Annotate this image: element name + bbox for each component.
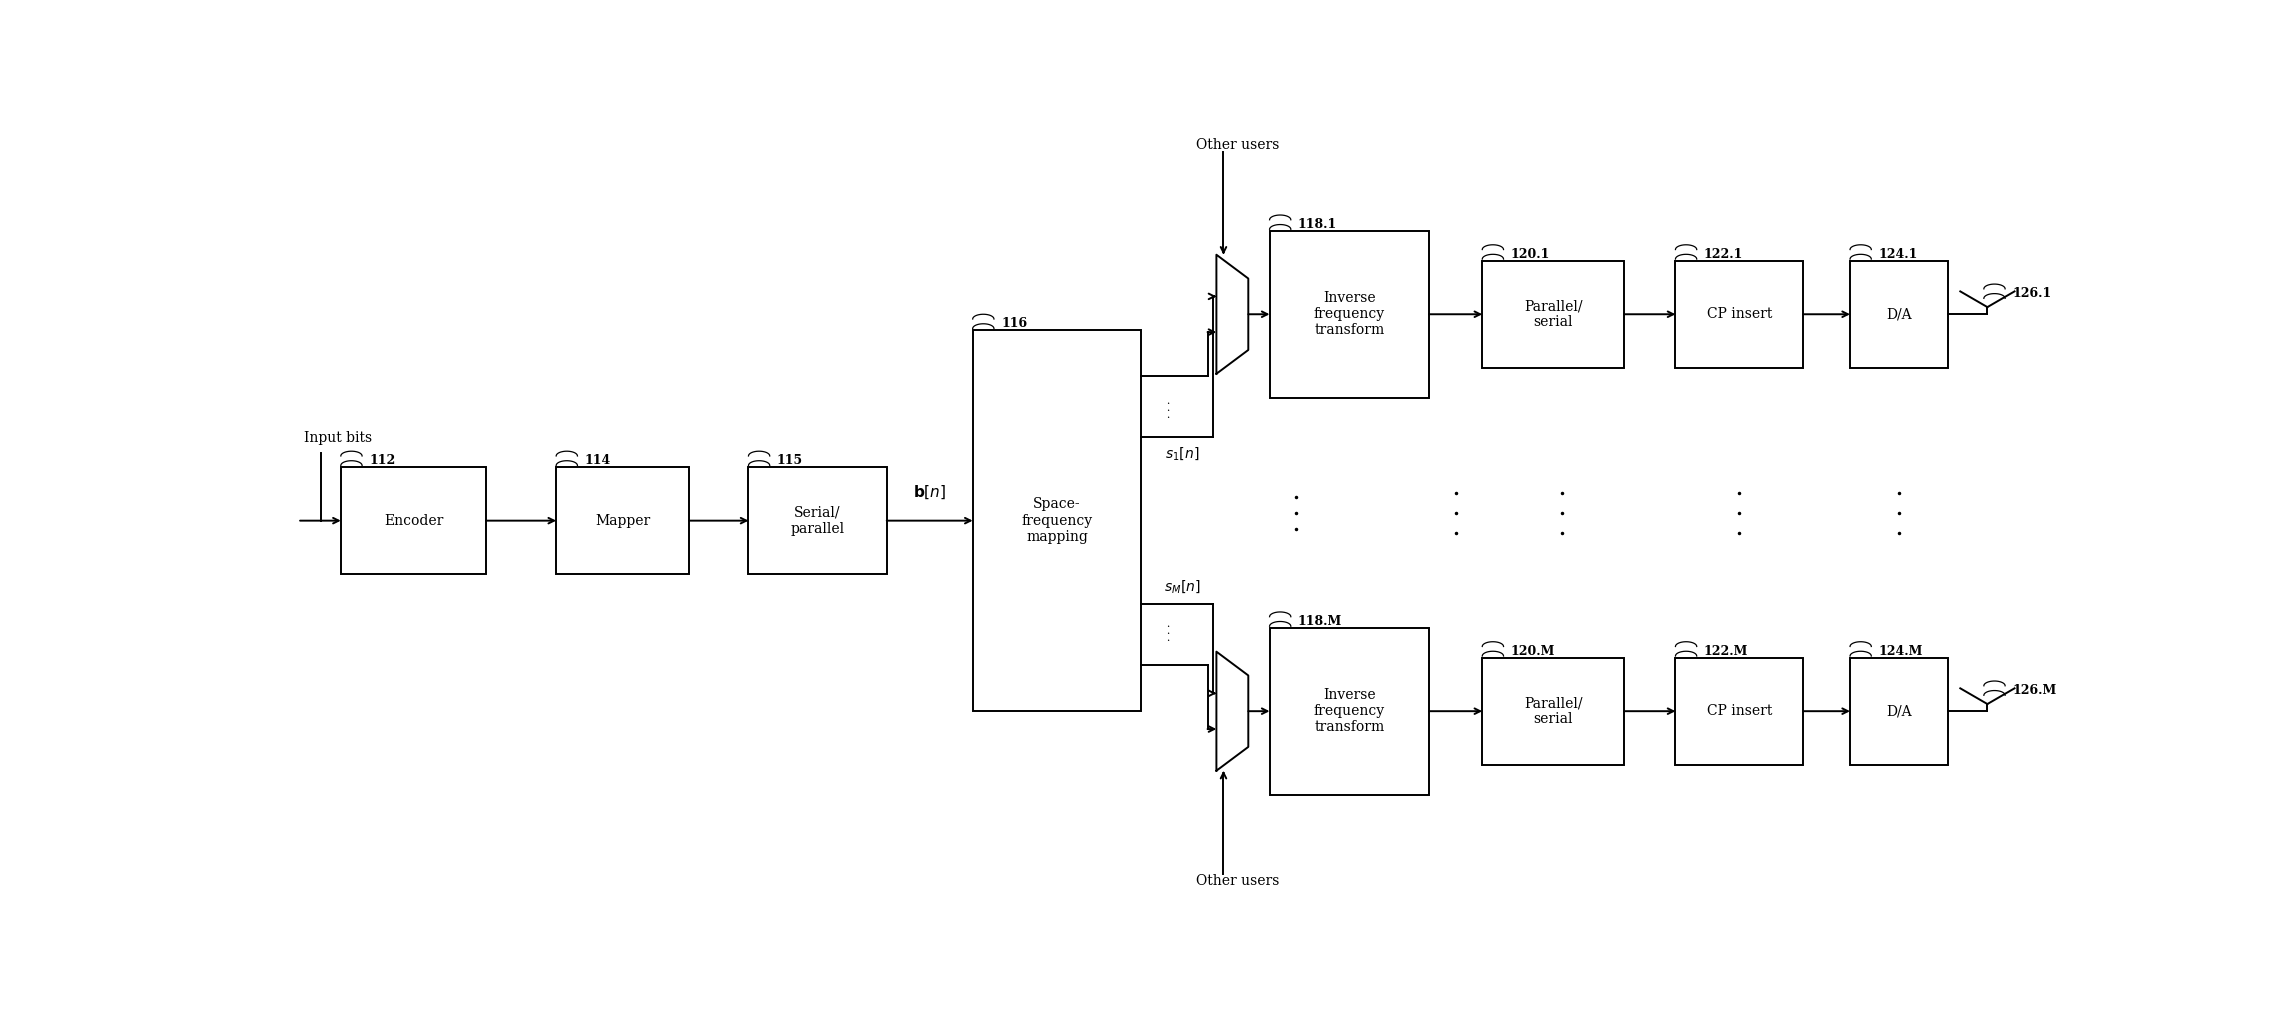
Bar	[1850, 261, 1949, 368]
Text: 118.M: 118.M	[1299, 614, 1342, 628]
Bar	[1482, 658, 1624, 765]
Text: Other users: Other users	[1196, 874, 1278, 888]
Text: 124.M: 124.M	[1878, 644, 1923, 658]
Text: CP insert: CP insert	[1706, 704, 1772, 719]
Text: Mapper: Mapper	[595, 513, 650, 528]
Text: CP insert: CP insert	[1706, 307, 1772, 322]
Bar	[556, 467, 688, 574]
Text: Inverse
frequency
transform: Inverse frequency transform	[1313, 688, 1386, 734]
Text: Parallel/
serial: Parallel/ serial	[1523, 299, 1583, 329]
Polygon shape	[1217, 652, 1249, 771]
Text: $\mathbf{b}[n]$: $\mathbf{b}[n]$	[913, 484, 947, 501]
Text: 115: 115	[778, 455, 803, 467]
Text: 124.1: 124.1	[1878, 247, 1919, 261]
Text: Serial/
parallel: Serial/ parallel	[791, 505, 844, 536]
Bar	[1676, 261, 1802, 368]
Text: 116: 116	[1002, 318, 1027, 330]
Text: Space-
frequency
mapping: Space- frequency mapping	[1022, 497, 1093, 544]
Bar	[748, 467, 887, 574]
Text: 120.1: 120.1	[1512, 247, 1551, 261]
Bar	[1482, 261, 1624, 368]
Bar	[1269, 628, 1429, 795]
Text: 112: 112	[368, 455, 396, 467]
Text: D/A: D/A	[1887, 307, 1912, 322]
Text: Parallel/
serial: Parallel/ serial	[1523, 696, 1583, 726]
Text: Inverse
frequency
transform: Inverse frequency transform	[1313, 291, 1386, 337]
Text: 118.1: 118.1	[1299, 218, 1338, 231]
Bar	[341, 467, 487, 574]
Text: 122.M: 122.M	[1704, 644, 1747, 658]
Text: $s_1[n]$: $s_1[n]$	[1166, 444, 1201, 462]
Bar	[972, 330, 1141, 711]
Text: Encoder: Encoder	[384, 513, 444, 528]
Text: Other users: Other users	[1196, 137, 1278, 152]
Text: 122.1: 122.1	[1704, 247, 1743, 261]
Bar	[1850, 658, 1949, 765]
Text: 126.M: 126.M	[2013, 684, 2056, 697]
Bar	[1269, 231, 1429, 398]
Text: · · ·: · · ·	[1166, 400, 1176, 418]
Text: D/A: D/A	[1887, 704, 1912, 719]
Bar	[1676, 658, 1802, 765]
Text: 126.1: 126.1	[2013, 287, 2051, 300]
Text: 120.M: 120.M	[1512, 644, 1555, 658]
Polygon shape	[1217, 255, 1249, 374]
Text: 114: 114	[585, 455, 611, 467]
Text: $s_M[n]$: $s_M[n]$	[1164, 578, 1201, 595]
Text: Input bits: Input bits	[304, 431, 373, 445]
Text: · · ·: · · ·	[1166, 624, 1176, 641]
